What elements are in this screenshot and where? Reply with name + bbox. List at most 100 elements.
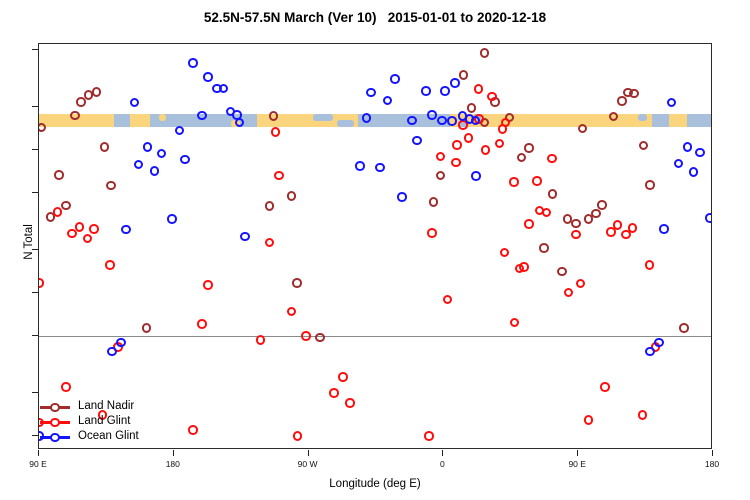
y-tick-mark	[32, 392, 38, 394]
point-land_nadir	[617, 96, 627, 106]
legend-label: Ocean Glint	[78, 430, 139, 442]
point-land_glint	[67, 228, 77, 239]
point-land_glint	[547, 153, 557, 164]
point-ocean_glint	[218, 83, 229, 94]
point-land_glint	[541, 207, 552, 218]
point-land_glint	[487, 91, 497, 102]
point-land_glint	[203, 280, 213, 290]
point-land_glint	[499, 247, 510, 258]
point-land_glint	[563, 287, 574, 298]
x-tick-mark	[172, 450, 174, 456]
point-land_glint	[637, 410, 648, 420]
point-land_glint	[286, 306, 297, 317]
point-land_nadir	[547, 189, 558, 199]
point-land_glint	[270, 127, 281, 137]
point-land_glint	[329, 388, 339, 398]
band-fleck-ocean	[638, 114, 648, 122]
point-land_glint	[458, 120, 468, 130]
x-axis-title: Longitude (deg E)	[329, 478, 421, 490]
point-land_nadir	[458, 70, 469, 80]
x-tick-mark	[712, 450, 713, 456]
point-ocean_glint	[116, 337, 126, 348]
point-land_nadir	[524, 143, 534, 153]
point-land_glint	[452, 140, 462, 150]
point-land_nadir	[428, 197, 439, 207]
band-segment-land	[130, 114, 150, 128]
point-land_glint	[583, 415, 594, 425]
point-land_glint	[644, 260, 655, 270]
point-land_glint	[188, 425, 198, 435]
y-tick-mark	[32, 48, 38, 50]
x-tick-mark	[577, 450, 579, 456]
x-tick-label: 90 W	[297, 459, 318, 469]
point-ocean_glint	[437, 115, 447, 126]
reference-line-n50	[39, 336, 711, 338]
x-tick-label: 180	[704, 459, 720, 469]
point-land_nadir	[608, 111, 619, 122]
point-ocean_glint	[659, 224, 669, 234]
point-land_glint	[463, 133, 474, 143]
x-tick-mark	[38, 450, 39, 456]
y-tick-label: 500	[0, 183, 2, 199]
point-land_nadir	[54, 170, 64, 180]
y-tick-label: 20	[0, 386, 2, 396]
point-ocean_glint	[234, 117, 245, 128]
point-land_nadir	[638, 140, 649, 151]
point-land_nadir	[39, 122, 47, 133]
point-land_nadir	[435, 170, 445, 181]
point-land_nadir	[571, 218, 581, 229]
point-land_glint	[61, 382, 71, 392]
point-ocean_glint	[705, 213, 711, 223]
point-ocean_glint	[133, 159, 144, 170]
point-land_glint	[621, 229, 631, 240]
point-land_glint	[435, 151, 445, 162]
point-land_glint	[301, 331, 311, 341]
point-ocean_glint	[407, 115, 417, 126]
point-land_nadir	[679, 323, 689, 333]
point-land_glint	[105, 260, 115, 270]
y-tick-label: 1000	[0, 138, 2, 158]
point-ocean_glint	[412, 135, 422, 146]
y-tick-label: 10	[0, 429, 2, 439]
band-fleck-ocean	[313, 114, 333, 122]
point-land_nadir	[268, 111, 279, 121]
point-land_nadir	[106, 180, 116, 191]
point-land_glint	[509, 177, 519, 187]
point-land_glint	[424, 431, 434, 441]
point-land_glint	[473, 84, 484, 94]
point-ocean_glint	[645, 346, 655, 357]
y-tick-mark	[32, 248, 38, 250]
band-segment-ocean	[358, 114, 451, 128]
legend-label: Land Nadir	[78, 400, 135, 412]
point-land_glint	[514, 263, 525, 273]
y-tick-mark	[32, 335, 38, 337]
point-ocean_glint	[673, 158, 684, 169]
band-segment-land	[668, 114, 687, 128]
band-segment-ocean	[113, 114, 131, 128]
point-land_glint	[606, 227, 616, 237]
point-land_nadir	[516, 152, 527, 163]
point-land_glint	[255, 335, 266, 345]
point-land_glint	[497, 124, 507, 134]
y-tick-label: 50	[0, 329, 2, 339]
point-ocean_glint	[149, 166, 160, 176]
band-segment-ocean	[652, 114, 669, 128]
band-fleck-ocean	[337, 120, 354, 128]
point-land_nadir	[577, 123, 588, 134]
point-land_glint	[442, 294, 453, 305]
point-ocean_glint	[447, 116, 457, 126]
point-ocean_glint	[688, 167, 699, 177]
point-land_glint	[292, 431, 303, 441]
y-tick-label: 200	[0, 240, 2, 256]
point-land_glint	[427, 228, 437, 238]
point-land_glint	[338, 372, 348, 382]
point-ocean_glint	[450, 78, 460, 88]
point-ocean_glint	[470, 115, 481, 126]
chart-title: 52.5N-57.5N March (Ver 10) 2015-01-01 to…	[203, 10, 547, 25]
point-land_glint	[97, 410, 108, 420]
y-tick-label: 2000	[0, 95, 2, 115]
point-land_glint	[264, 237, 275, 248]
point-land_nadir	[645, 180, 655, 190]
point-land_nadir	[479, 48, 490, 58]
